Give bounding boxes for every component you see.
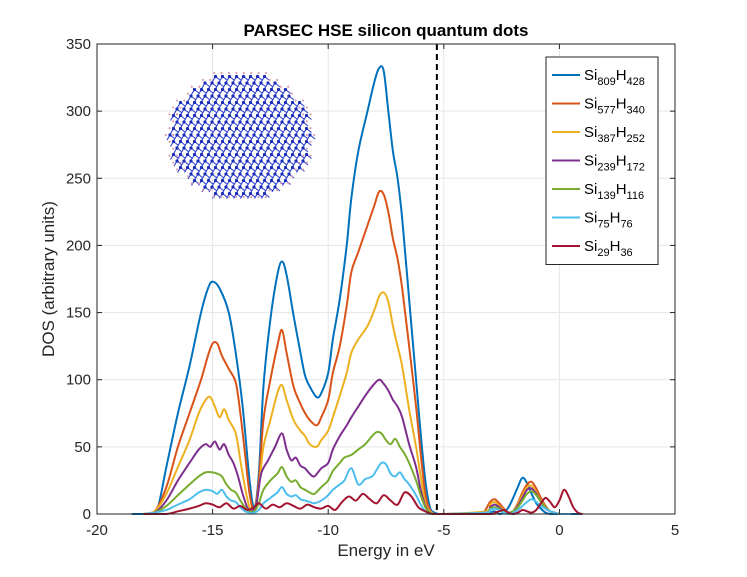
series-line-si809h428: [131, 65, 583, 516]
series-line-si29h36: [143, 488, 583, 516]
x-tick-label: 0: [555, 522, 563, 539]
axes-box: [96, 43, 676, 515]
legend-entry: Si239H172: [552, 153, 645, 174]
legend-entry: Si75H76: [552, 210, 633, 231]
y-tick-label: 350: [66, 36, 91, 53]
legend-label: Si809H428: [584, 67, 645, 88]
legend-entry: Si387H252: [552, 124, 645, 145]
inset-atoms: [164, 71, 316, 199]
y-tick-label: 250: [66, 170, 91, 187]
y-axis-label: DOS (arbitrary units): [39, 201, 58, 357]
legend-label: Si239H172: [584, 153, 645, 174]
y-tick-label: 100: [66, 372, 91, 389]
legend-entry: Si139H116: [552, 181, 644, 202]
series-line-si139h116: [143, 430, 571, 516]
x-axis-label: Energy in eV: [337, 541, 435, 560]
x-tick-label: -20: [86, 522, 108, 539]
y-tick-label: 0: [83, 506, 91, 523]
legend-entry: Si577H340: [552, 96, 645, 117]
y-tick-label: 150: [66, 305, 91, 322]
legend-label: Si29H36: [584, 238, 633, 259]
x-tick-label: 5: [671, 522, 679, 539]
x-tick-label: -15: [202, 522, 224, 539]
legend: Si809H428 Si577H340 Si387H252 Si239H172 Si13…: [545, 56, 659, 265]
quantum-dot-inset-image: [164, 71, 316, 199]
y-tick-label: 300: [66, 103, 91, 120]
legend-entry: Si809H428: [552, 67, 645, 88]
x-tick-label: -5: [437, 522, 450, 539]
legend-label: Si387H252: [584, 124, 645, 145]
legend-label: Si577H340: [584, 96, 645, 117]
chart-title: PARSEC HSE silicon quantum dots: [244, 21, 529, 40]
legend-label: Si139H116: [584, 181, 644, 202]
legend-entry: Si29H36: [552, 238, 633, 259]
x-tick-label: -10: [317, 522, 339, 539]
legend-label: Si75H76: [584, 210, 633, 231]
y-tick-label: 50: [74, 439, 91, 456]
y-tick-label: 200: [66, 237, 91, 254]
